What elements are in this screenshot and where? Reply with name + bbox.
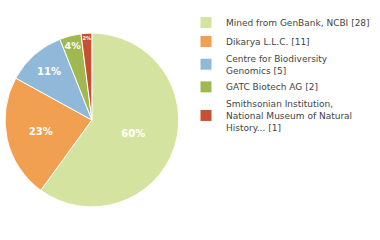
svg-text:GATC Biotech AG [2]: GATC Biotech AG [2] [226,82,318,92]
svg-text:Dikarya L.L.C. [11]: Dikarya L.L.C. [11] [226,37,310,47]
svg-text:Mined from GenBank, NCBI [28]: Mined from GenBank, NCBI [28] [226,18,370,28]
svg-text:Centre for BiodiversityGenomic: Centre for BiodiversityGenomics [5] [226,54,328,76]
svg-text:Smithsonian Institution,Nation: Smithsonian Institution,National Museum … [226,99,352,132]
svg-text:23%: 23% [29,126,53,137]
svg-text:11%: 11% [37,66,61,77]
svg-text:2%: 2% [82,35,91,41]
svg-text:4%: 4% [65,40,82,51]
svg-text:60%: 60% [121,128,145,139]
